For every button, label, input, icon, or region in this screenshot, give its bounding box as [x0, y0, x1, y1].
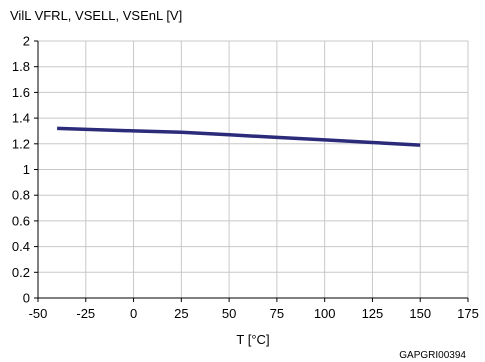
y-tick-label-5: 1	[23, 162, 30, 177]
x-tick-label-1: -25	[76, 306, 95, 321]
y-tick-label-8: 1.6	[12, 85, 30, 100]
y-tick-label-7: 1.4	[12, 111, 30, 126]
x-tick-label-4: 50	[222, 306, 236, 321]
y-tick-label-3: 0.6	[12, 213, 30, 228]
grid	[38, 40, 469, 298]
x-tick-label-7: 125	[362, 306, 384, 321]
y-tick-label-10: 2	[23, 34, 30, 49]
y-tick-label-4: 0.8	[12, 188, 30, 203]
y-ticks: 0 0.2 0.4 0.6 0.8 1 1.2 1.4 1.6 1.8 2	[12, 34, 38, 306]
y-tick-label-2: 0.4	[12, 239, 30, 254]
y-tick-label-6: 1.2	[12, 136, 30, 151]
x-tick-label-8: 150	[409, 306, 431, 321]
x-axis-title: T [°C]	[236, 332, 269, 347]
x-tick-label-3: 25	[174, 306, 188, 321]
x-tick-label-5: 75	[270, 306, 284, 321]
x-tick-label-9: 175	[457, 306, 479, 321]
x-tick-label-2: 0	[130, 306, 137, 321]
series-line-0	[57, 126, 421, 147]
figure-code: GAPGRI00394	[399, 350, 466, 361]
x-tick-label-6: 100	[314, 306, 336, 321]
y-tick-label-0: 0	[23, 291, 30, 306]
y-axis-title: VilL VFRL, VSELL, VSEnL [V]	[10, 8, 182, 23]
axes	[34, 41, 468, 302]
y-tick-label-1: 0.2	[12, 265, 30, 280]
x-ticks: -50 -25 0 25 50 75 100 125 150 175	[29, 298, 479, 321]
x-tick-label-0: -50	[29, 306, 48, 321]
y-tick-label-9: 1.8	[12, 59, 30, 74]
series-group	[57, 126, 421, 147]
